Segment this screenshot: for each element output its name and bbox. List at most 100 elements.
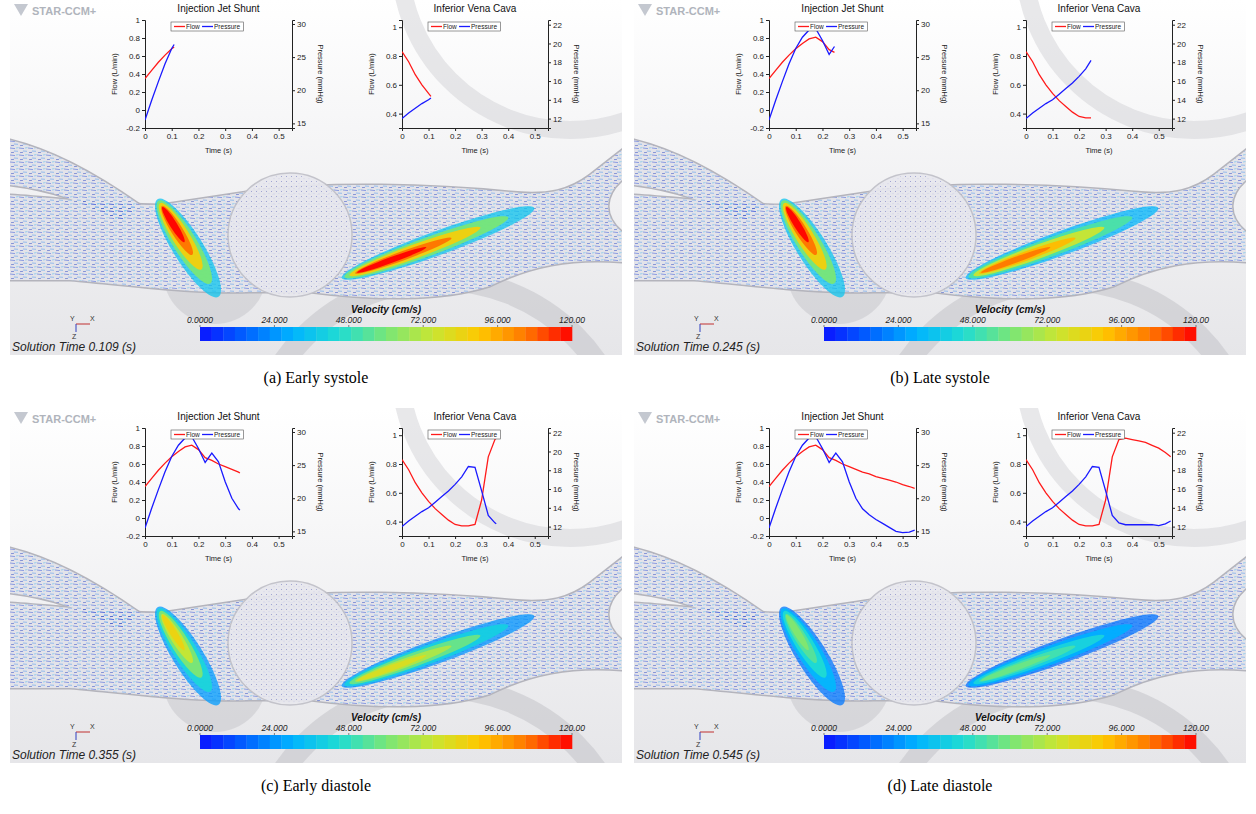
tick: 0.6 bbox=[753, 52, 769, 61]
legend: FlowPressure bbox=[171, 430, 243, 439]
tick-mark bbox=[903, 128, 904, 131]
colorbar-tick bbox=[898, 733, 899, 735]
tick: 0.2 bbox=[753, 88, 769, 97]
axis-title: Flow (L/min) bbox=[991, 461, 1000, 503]
colorbar-cell bbox=[987, 735, 999, 749]
panel-caption: (b) Late systole bbox=[890, 369, 990, 387]
tick-label: 15 bbox=[297, 527, 306, 536]
jet-layer bbox=[338, 605, 539, 698]
tick-mark bbox=[292, 123, 295, 124]
panel-caption: (c) Early diastole bbox=[261, 777, 371, 795]
tick: 20 bbox=[916, 86, 930, 95]
legend-label: Pressure bbox=[214, 23, 240, 30]
legend-swatch bbox=[174, 434, 185, 435]
tick-label: 0.3 bbox=[477, 540, 489, 549]
series-line bbox=[145, 437, 240, 528]
axis-title: Pressure (mmHg) bbox=[572, 44, 581, 104]
legend-label: Pressure bbox=[838, 23, 864, 30]
plot-lines bbox=[769, 29, 834, 120]
jet-layer bbox=[971, 221, 1107, 282]
line-chart: Injection Jet Shunt00.10.20.30.40.5-0.20… bbox=[734, 411, 949, 563]
tick: 0.6 bbox=[129, 460, 145, 469]
velocity-jet bbox=[769, 599, 855, 712]
tick: 0 bbox=[136, 106, 145, 115]
tick: 0.3 bbox=[844, 128, 856, 141]
tick-label: 0.8 bbox=[1010, 460, 1022, 469]
plot-lines bbox=[402, 438, 496, 527]
tick-mark bbox=[508, 128, 509, 131]
sphere-vectors bbox=[230, 583, 350, 703]
tick-label: 0.4 bbox=[247, 540, 259, 549]
tick-label: 12 bbox=[1177, 523, 1186, 532]
tick-label: 25 bbox=[297, 53, 306, 62]
colorbar-cell bbox=[998, 327, 1010, 341]
tick-mark bbox=[1079, 536, 1080, 539]
colorbar-cell bbox=[328, 327, 340, 341]
colorbar-cell bbox=[223, 735, 235, 749]
tick: 1 bbox=[760, 424, 769, 433]
tick-label: 0 bbox=[760, 106, 765, 115]
colorbar-cell bbox=[479, 735, 491, 749]
legend-label: Pressure bbox=[1095, 431, 1121, 438]
tick-mark bbox=[1172, 62, 1175, 63]
tick-label: 0.8 bbox=[386, 52, 398, 61]
tick-label: 1 bbox=[393, 23, 398, 32]
sphere bbox=[228, 173, 352, 297]
tick-label: 1 bbox=[136, 424, 141, 433]
tick: 18 bbox=[1172, 466, 1186, 475]
tick: 0.3 bbox=[1101, 128, 1113, 141]
colorbar-cell bbox=[836, 327, 848, 341]
jet-layer bbox=[354, 234, 453, 278]
tick-mark bbox=[548, 62, 551, 63]
colorbar-tick bbox=[972, 325, 973, 327]
velocity-vectors bbox=[634, 548, 764, 630]
tick-label: 20 bbox=[297, 494, 306, 503]
tick: 0.6 bbox=[1010, 81, 1026, 90]
tick-mark bbox=[1172, 433, 1175, 434]
solution-time: Solution Time 0.545 (s) bbox=[636, 748, 760, 762]
tick-mark bbox=[455, 128, 456, 131]
line-chart: Inferior Vena Cava00.10.20.30.40.50.40.6… bbox=[367, 411, 581, 563]
triad-label: Z bbox=[72, 333, 77, 340]
legend: FlowPressure bbox=[171, 22, 243, 31]
jet-layer bbox=[157, 203, 197, 258]
colorbar-cell bbox=[351, 327, 363, 341]
tick-label: -0.2 bbox=[750, 124, 764, 133]
jet-layer bbox=[978, 234, 1077, 278]
tick: 16 bbox=[1172, 77, 1186, 86]
colorbar: Velocity (cm/s)0.000024.00048.00072.0009… bbox=[187, 304, 585, 341]
colorbar-tick-label: 96.000 bbox=[485, 315, 511, 325]
tick: 0.4 bbox=[1010, 110, 1026, 119]
tick: 0.5 bbox=[1154, 128, 1166, 141]
colorbar-cell bbox=[859, 735, 871, 749]
tick-label: 14 bbox=[553, 96, 562, 105]
colorbar-tick-label: 48.000 bbox=[960, 723, 986, 733]
axis-line bbox=[403, 537, 549, 540]
colorbar-title: Velocity (cm/s) bbox=[351, 712, 422, 723]
colorbar-cell bbox=[929, 327, 941, 341]
colorbar-cell bbox=[987, 327, 999, 341]
tick: 22 bbox=[548, 429, 562, 438]
colorbar-cell bbox=[1184, 735, 1196, 749]
tick-label: 0.3 bbox=[844, 132, 856, 141]
tick-mark bbox=[766, 128, 769, 129]
colorbar-tick-label: 72.000 bbox=[1034, 723, 1060, 733]
tick-label: 0.2 bbox=[193, 540, 205, 549]
tick: 12 bbox=[548, 523, 562, 532]
tick-label: 0.6 bbox=[386, 81, 398, 90]
tick-mark bbox=[399, 493, 402, 494]
vessel bbox=[10, 558, 622, 706]
colorbar-tick-label: 96.000 bbox=[1109, 315, 1135, 325]
tick: 0.2 bbox=[753, 496, 769, 505]
legend-swatch bbox=[1083, 26, 1094, 27]
tick-mark bbox=[1023, 493, 1026, 494]
colorbar-tick bbox=[274, 733, 275, 735]
tick-label: 16 bbox=[553, 485, 562, 494]
colorbar-cell bbox=[1010, 735, 1022, 749]
colorbar-cell bbox=[281, 735, 293, 749]
tick-mark bbox=[548, 470, 551, 471]
tick-mark bbox=[1023, 85, 1026, 86]
colorbar: Velocity (cm/s)0.000024.00048.00072.0009… bbox=[811, 712, 1209, 749]
tick-mark bbox=[849, 128, 850, 131]
tick-label: 0.8 bbox=[753, 34, 765, 43]
